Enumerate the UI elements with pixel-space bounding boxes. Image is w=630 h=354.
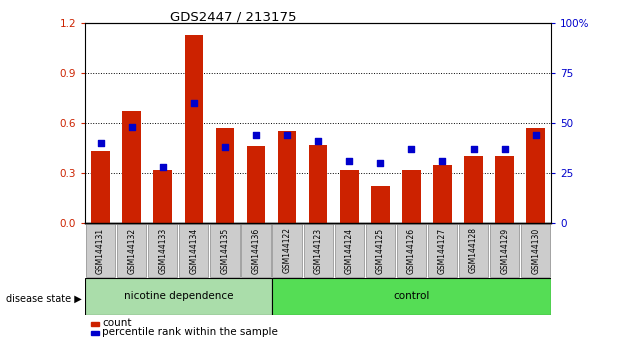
FancyBboxPatch shape [85, 278, 272, 315]
Point [96, 140, 106, 146]
Text: disease state ▶: disease state ▶ [6, 294, 82, 304]
Text: GSM144126: GSM144126 [407, 227, 416, 274]
Point [530, 132, 541, 138]
Point [158, 164, 168, 170]
Point [437, 158, 447, 164]
Point [375, 160, 386, 166]
FancyBboxPatch shape [365, 224, 395, 277]
Text: GSM144132: GSM144132 [127, 227, 136, 274]
Text: GSM144123: GSM144123 [314, 227, 323, 274]
Bar [185, 35, 203, 223]
FancyBboxPatch shape [179, 224, 209, 277]
Text: GSM144131: GSM144131 [96, 227, 105, 274]
FancyBboxPatch shape [521, 224, 551, 277]
FancyBboxPatch shape [86, 224, 115, 277]
Point [127, 124, 137, 130]
Point [500, 146, 510, 152]
FancyBboxPatch shape [304, 224, 333, 277]
Text: GSM144129: GSM144129 [500, 227, 509, 274]
Text: GSM144122: GSM144122 [283, 228, 292, 273]
Point [313, 138, 323, 144]
Text: GSM144136: GSM144136 [251, 227, 260, 274]
FancyBboxPatch shape [428, 224, 457, 277]
FancyBboxPatch shape [272, 278, 551, 315]
Bar [527, 128, 545, 223]
Bar [340, 170, 358, 223]
Bar [402, 170, 421, 223]
Bar [122, 112, 141, 223]
Text: control: control [393, 291, 430, 302]
Text: GSM144125: GSM144125 [376, 227, 385, 274]
Bar [247, 146, 265, 223]
Bar [309, 145, 328, 223]
FancyBboxPatch shape [241, 224, 271, 277]
Bar [464, 156, 483, 223]
Point [406, 146, 416, 152]
Text: GSM144128: GSM144128 [469, 228, 478, 273]
Text: percentile rank within the sample: percentile rank within the sample [102, 327, 278, 337]
FancyBboxPatch shape [397, 224, 426, 277]
Bar [154, 170, 172, 223]
FancyBboxPatch shape [148, 224, 178, 277]
Point [469, 146, 479, 152]
Text: GSM144130: GSM144130 [531, 227, 540, 274]
Point [282, 132, 292, 138]
Bar [91, 152, 110, 223]
FancyBboxPatch shape [272, 224, 302, 277]
Text: GSM144135: GSM144135 [220, 227, 229, 274]
Bar [433, 165, 452, 223]
FancyBboxPatch shape [210, 224, 239, 277]
FancyBboxPatch shape [490, 224, 519, 277]
FancyBboxPatch shape [117, 224, 146, 277]
Bar [371, 186, 389, 223]
Text: GSM144124: GSM144124 [345, 227, 353, 274]
Point [189, 100, 199, 106]
Text: GSM144127: GSM144127 [438, 227, 447, 274]
Text: GSM144133: GSM144133 [158, 227, 167, 274]
FancyBboxPatch shape [335, 224, 364, 277]
Point [344, 158, 354, 164]
Point [251, 132, 261, 138]
FancyBboxPatch shape [459, 224, 488, 277]
Text: GSM144134: GSM144134 [190, 227, 198, 274]
Bar [495, 156, 514, 223]
Bar [215, 128, 234, 223]
Text: GDS2447 / 213175: GDS2447 / 213175 [170, 11, 297, 24]
Text: count: count [102, 318, 132, 328]
Text: nicotine dependence: nicotine dependence [123, 291, 233, 302]
Point [220, 144, 230, 150]
Bar [278, 131, 296, 223]
